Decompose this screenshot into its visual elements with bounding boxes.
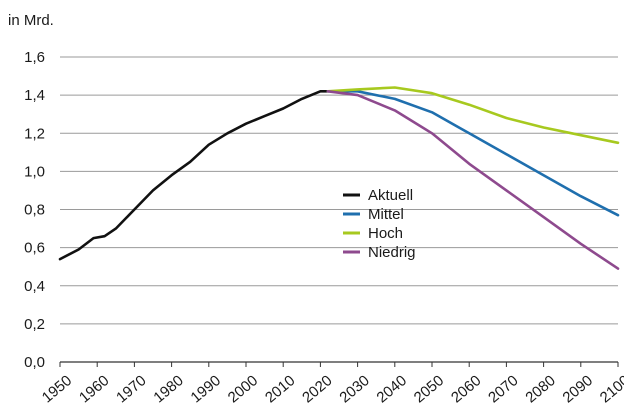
x-tick-label: 2040 <box>374 372 410 405</box>
y-tick-label: 1,4 <box>24 87 45 104</box>
legend-label-aktuell: Aktuell <box>368 187 413 204</box>
series-lines <box>58 86 620 270</box>
y-tick-label: 0,0 <box>24 354 45 371</box>
grid <box>60 56 618 363</box>
x-tick-label: 2100 <box>597 372 624 405</box>
x-tick-label: 1950 <box>39 372 75 405</box>
x-tick-label: 1960 <box>76 372 112 405</box>
y-tick-label: 1,0 <box>24 163 45 180</box>
x-tick-label: 2000 <box>225 372 261 405</box>
y-tick-label: 1,2 <box>24 125 45 142</box>
y-tick-label: 0,6 <box>24 240 45 257</box>
x-tick-label: 2020 <box>299 372 335 405</box>
series-line-mittel <box>326 90 620 217</box>
x-tick-label: 2080 <box>522 372 558 405</box>
legend-label-hoch: Hoch <box>368 225 403 242</box>
series-line-hoch <box>326 86 620 145</box>
x-tick-label: 2060 <box>448 372 484 405</box>
x-tick-label: 2090 <box>560 372 596 405</box>
x-tick-label: 1970 <box>113 372 149 405</box>
y-tick-label: 1,6 <box>24 49 45 66</box>
x-tick-label: 2050 <box>411 372 447 405</box>
legend-label-niedrig: Niedrig <box>368 244 416 261</box>
x-tick-label: 2030 <box>336 372 372 405</box>
legend: Aktuell Mittel Hoch Niedrig <box>343 187 416 261</box>
y-tick-label: 0,2 <box>24 316 45 333</box>
x-tick-label: 2070 <box>485 372 521 405</box>
y-unit-label: in Mrd. <box>8 12 54 29</box>
legend-label-mittel: Mittel <box>368 206 404 223</box>
y-tick-label: 0,4 <box>24 278 45 295</box>
x-tick-label: 1990 <box>188 372 224 405</box>
x-tick-label: 1980 <box>150 372 186 405</box>
y-tick-label: 0,8 <box>24 202 45 219</box>
series-line-aktuell <box>58 90 330 261</box>
x-tick-label: 2010 <box>262 372 298 405</box>
series-line-niedrig <box>326 90 620 270</box>
